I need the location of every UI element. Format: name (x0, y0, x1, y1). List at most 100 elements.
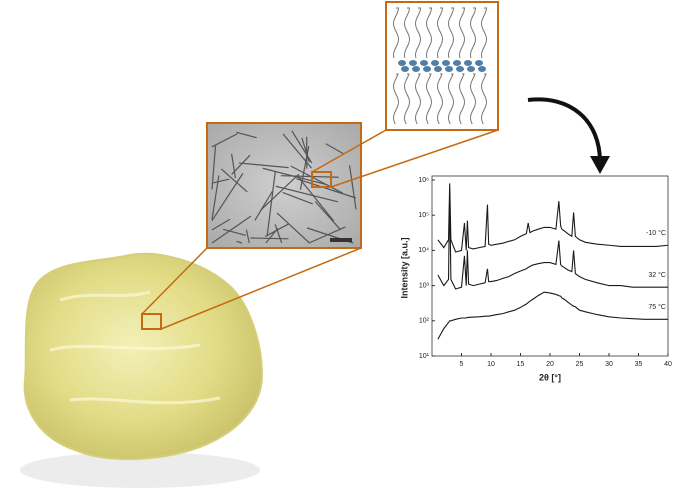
fiber (230, 153, 236, 179)
fiber (274, 224, 283, 244)
y-axis-title: Intensity [a.u.] (399, 237, 409, 298)
headgroup (456, 66, 464, 72)
headgroup (398, 60, 406, 66)
x-axis-title: 2θ [°] (539, 372, 561, 382)
x-tick-label: 40 (664, 361, 672, 368)
fiber (276, 212, 310, 244)
y-tick-label: 10⁵ (418, 212, 429, 219)
fiber (245, 229, 250, 244)
fiber (282, 191, 313, 205)
series-line (437, 190, 668, 290)
zoom-line (141, 247, 208, 315)
fiber (301, 137, 311, 163)
y-tick-label: 10¹ (419, 353, 430, 360)
xrd-chart: Intensity [a.u.] 2θ [°] 10¹ 10² 10³ 10⁴ 10⁵ 1… (399, 175, 672, 382)
series-line (437, 291, 668, 340)
zoom-line (311, 129, 387, 173)
x-tick-label: 35 (635, 361, 643, 368)
y-tick-label: 10³ (419, 282, 430, 289)
series-label: 32 °C (648, 271, 666, 279)
fiber (275, 185, 338, 203)
y-tick-label: 10⁶ (418, 177, 429, 184)
chain (404, 7, 411, 59)
fiber (220, 168, 248, 193)
headgroup (412, 66, 420, 72)
scale-bar (330, 238, 352, 242)
headgroup (442, 60, 450, 66)
chain (481, 7, 488, 59)
fiber (299, 146, 310, 190)
y-tick-label: 10² (419, 318, 430, 325)
fiber (290, 165, 344, 194)
headgroup (409, 60, 417, 66)
fiber (211, 172, 244, 222)
schematic (385, 1, 499, 131)
chain (393, 7, 400, 59)
zoom-line (160, 247, 362, 330)
molecular-chains (392, 7, 488, 125)
series-label: 75 °C (648, 303, 666, 311)
fiber (325, 143, 344, 155)
y-tick-label: 10⁴ (418, 247, 429, 254)
fiber (296, 174, 335, 222)
x-tick-label: 5 (460, 361, 464, 368)
headgroup (401, 66, 409, 72)
headgroup (475, 60, 483, 66)
chain (469, 73, 477, 125)
series-line (437, 183, 669, 253)
x-tick-label: 20 (546, 361, 554, 368)
chain (447, 73, 455, 125)
chain (458, 73, 466, 125)
x-tick-label: 30 (605, 361, 613, 368)
fiber (254, 190, 273, 221)
fiber (211, 175, 220, 220)
headgroup (453, 60, 461, 66)
chain (470, 7, 477, 59)
fiber (265, 223, 290, 237)
x-tick-label: 10 (487, 361, 495, 368)
fiber (211, 133, 238, 148)
zoom-line (330, 129, 499, 188)
fibers (211, 130, 357, 244)
chain (392, 73, 400, 125)
gel-sample (23, 252, 264, 461)
headgroup (445, 66, 453, 72)
chain (480, 73, 488, 125)
headgroup (464, 60, 472, 66)
fiber (238, 162, 289, 169)
fiber (211, 218, 231, 231)
fiber (266, 171, 276, 237)
series-label: -10 °C (646, 229, 666, 237)
fiber (211, 215, 252, 244)
chain (414, 73, 422, 125)
arrow (527, 97, 602, 163)
headgroup (420, 60, 428, 66)
fiber (222, 228, 246, 236)
headgroup (423, 66, 431, 72)
fiber (296, 178, 357, 199)
headgroup (431, 60, 439, 66)
chain (448, 7, 455, 59)
gel-highlight (49, 290, 221, 405)
zoom-box (311, 171, 332, 188)
fiber (348, 165, 357, 210)
fiber (282, 133, 312, 169)
fiber (211, 145, 217, 190)
fiber (314, 201, 341, 231)
shadow (20, 452, 260, 488)
fiber (231, 154, 251, 175)
zoom-box (141, 313, 162, 330)
chain (426, 7, 433, 59)
fiber (260, 173, 300, 211)
chain (425, 73, 433, 125)
chain (437, 7, 444, 59)
fiber (211, 178, 230, 184)
chain (403, 73, 411, 125)
fiber (236, 240, 243, 244)
chain (415, 7, 422, 59)
chain (459, 7, 466, 59)
headgroup (467, 66, 475, 72)
fiber (280, 175, 339, 178)
